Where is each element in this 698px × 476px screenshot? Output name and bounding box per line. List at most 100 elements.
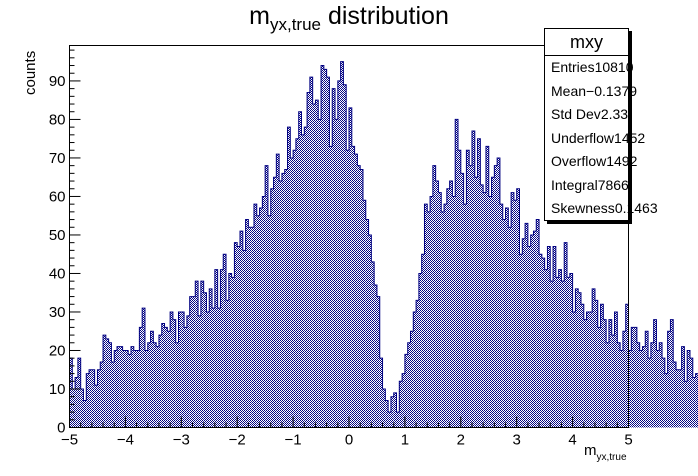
- histogram-bin: [650, 342, 654, 428]
- histogram-bin: [265, 165, 268, 428]
- histogram-bin: [628, 350, 632, 428]
- histogram-bin: [539, 254, 542, 428]
- histogram-bin: [634, 327, 637, 428]
- title-main: m: [249, 2, 270, 30]
- histogram-bin: [281, 173, 285, 428]
- x-tick-label: −1: [285, 432, 302, 449]
- stats-row-underflow: Underflow 1452: [545, 127, 645, 151]
- histogram-bin: [276, 154, 280, 428]
- stats-label: Underflow: [551, 129, 615, 146]
- x-tick-label: −5: [61, 432, 78, 449]
- title-suffix: distribution: [321, 2, 449, 30]
- histogram-bin: [449, 181, 453, 428]
- stats-label: Skewness: [551, 200, 615, 216]
- x-tick-label: 3: [513, 432, 521, 449]
- histogram-bin: [547, 246, 551, 428]
- histogram-bin: [555, 277, 559, 428]
- histogram-bin: [326, 77, 330, 428]
- histogram-bin: [186, 315, 190, 428]
- histogram-bin: [608, 319, 612, 428]
- stats-label: Overflow: [551, 153, 607, 169]
- histogram-bin: [178, 311, 182, 428]
- histogram-bin: [525, 223, 528, 428]
- histogram-bin: [125, 350, 129, 428]
- x-axis: −5 −4 −3 −2 −1 0 1 2 3 4 5: [61, 416, 633, 449]
- histogram-bin: [128, 354, 131, 428]
- histogram-bin: [656, 350, 660, 428]
- histogram-bin: [117, 346, 120, 428]
- histogram-bin: [80, 388, 84, 428]
- histogram-bin: [692, 377, 696, 428]
- histogram-bin: [181, 311, 185, 428]
- histogram-bin: [402, 373, 405, 428]
- histogram-bin: [689, 358, 693, 428]
- histogram-bin: [329, 146, 333, 428]
- histogram-bin: [114, 350, 118, 428]
- histogram-bin: [695, 373, 698, 428]
- histogram-bin: [368, 234, 372, 428]
- histogram-bin: [256, 215, 260, 428]
- histogram-bin: [511, 192, 514, 428]
- histogram-bin: [83, 400, 87, 428]
- histogram-bin: [659, 342, 663, 428]
- histogram-bin: [483, 192, 486, 428]
- histogram-bin: [617, 342, 621, 428]
- histogram-bars: [69, 61, 698, 428]
- histogram-bin: [279, 181, 282, 428]
- histogram-bin: [111, 362, 115, 428]
- histogram-bin: [253, 204, 257, 428]
- histogram-bin: [435, 181, 439, 428]
- histogram-bin: [273, 177, 277, 428]
- x-tick-label: −3: [173, 432, 190, 449]
- stats-value: −0.1379: [586, 82, 638, 99]
- histogram-bin: [133, 350, 137, 428]
- histogram-bin: [589, 311, 593, 428]
- histogram-bin: [497, 157, 500, 428]
- histogram-bin: [100, 362, 104, 428]
- x-tick-label: 0: [345, 432, 353, 449]
- histogram-bin: [452, 196, 456, 428]
- histogram-bin: [505, 208, 509, 428]
- histogram-bin: [441, 211, 445, 428]
- stats-row-std-dev: Std Dev 2.33: [545, 103, 628, 127]
- histogram-bin: [572, 311, 576, 428]
- histogram-bin: [206, 311, 210, 428]
- histogram-bin: [245, 219, 249, 428]
- histogram-bin: [349, 107, 352, 428]
- histogram-bin: [103, 335, 106, 428]
- histogram-bin: [407, 342, 411, 428]
- histogram-bin: [248, 227, 252, 428]
- histogram-bin: [189, 296, 193, 428]
- histogram-bin: [136, 350, 140, 428]
- histogram-bin: [485, 146, 489, 428]
- histogram-bin: [362, 200, 366, 428]
- histogram-bin: [72, 388, 76, 428]
- histogram-bin: [357, 165, 361, 428]
- histogram-bin: [550, 281, 554, 428]
- histogram-bin: [614, 311, 618, 428]
- stats-value: 10810: [594, 59, 634, 75]
- x-tick-label: 1: [401, 432, 409, 449]
- histogram-bin: [354, 154, 358, 428]
- stats-row-integral: Integral 7866: [545, 174, 629, 198]
- histogram-bin: [293, 150, 296, 428]
- histogram-bin: [586, 311, 590, 428]
- histogram-bin: [94, 385, 98, 428]
- histogram-bin: [304, 127, 308, 428]
- histogram-bin: [259, 208, 263, 428]
- histogram-bin: [77, 358, 81, 428]
- histogram-bin: [318, 119, 322, 428]
- histogram-bin: [687, 350, 690, 428]
- stats-value: 7866: [597, 176, 629, 193]
- histogram-bin: [209, 288, 213, 428]
- histogram-bin: [519, 254, 523, 428]
- histogram-bin: [564, 242, 568, 428]
- histogram-bin: [150, 331, 154, 428]
- histogram-bin: [175, 342, 179, 428]
- y-tick-label: 10: [49, 381, 66, 398]
- histogram-bin: [653, 319, 657, 428]
- histogram-bin: [382, 388, 386, 428]
- y-tick-label: 80: [49, 111, 66, 128]
- histogram-bin: [421, 254, 425, 428]
- histogram-bin: [351, 146, 355, 428]
